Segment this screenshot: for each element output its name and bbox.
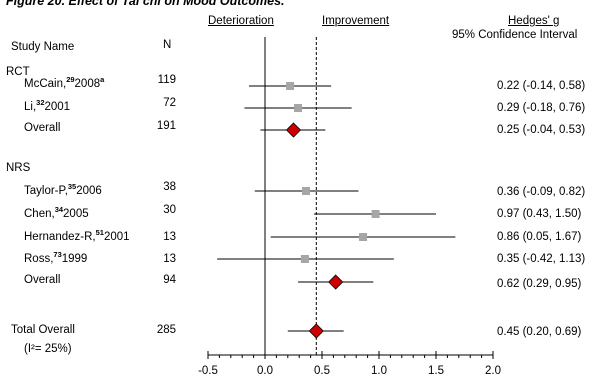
study-point-marker — [300, 255, 309, 263]
study-suffix: a — [100, 75, 105, 84]
header-improvement: Improvement — [322, 15, 390, 27]
total-overall-ci-text: 0.45 (0.20, 0.69) — [497, 326, 582, 338]
study-name: Ross, — [24, 253, 54, 265]
study-n: 119 — [157, 74, 176, 86]
x-tick-label: 0.0 — [257, 365, 273, 377]
study-n: 13 — [163, 253, 176, 265]
heterogeneity-label: (I²= 25%) — [24, 343, 72, 355]
subgroup-overall-n: 191 — [156, 120, 176, 132]
study-ci-text: 0.29 (-0.18, 0.76) — [497, 102, 586, 114]
x-tick-label: 0.5 — [314, 365, 330, 377]
reference-number: 51 — [95, 228, 104, 237]
header-n: N — [163, 39, 172, 51]
study-point-marker — [302, 187, 311, 195]
summary-diamond-marker — [308, 323, 324, 339]
study-n: 38 — [163, 181, 176, 193]
summary-diamond-marker — [285, 122, 302, 138]
study-row-label: Taylor-P,352006 — [24, 182, 102, 198]
study-ci-text: 0.36 (-0.09, 0.82) — [497, 186, 586, 198]
group-label-nrs: NRS — [6, 162, 31, 174]
subgroup-overall-label: Overall — [24, 122, 61, 134]
study-point-marker — [359, 233, 368, 241]
header-ci-label: 95% Confidence Interval — [452, 29, 578, 41]
study-year: 2005 — [63, 208, 89, 220]
study-year: 2006 — [76, 185, 102, 197]
header-study-name: Study Name — [11, 41, 75, 53]
subgroup-overall-ci-text: 0.25 (-0.04, 0.53) — [497, 124, 586, 136]
study-row-label: Hernandez-R,512001 — [24, 228, 130, 244]
study-ci-text: 0.35 (-0.42, 1.13) — [497, 253, 586, 265]
study-row-label: Chen,342005 — [24, 205, 89, 221]
group-label-rct: RCT — [6, 66, 30, 78]
figure-title: Figure 20. Effect of Tai chi on Mood Out… — [6, 0, 285, 8]
study-row-label: McCain,292008a — [24, 75, 105, 91]
reference-number: 35 — [67, 182, 77, 191]
subgroup-overall-ci-text: 0.62 (0.29, 0.95) — [497, 278, 582, 290]
study-year: 2001 — [103, 231, 130, 243]
study-row-label: Ross,731999 — [24, 250, 88, 266]
study-name: Li, — [24, 101, 37, 113]
header-deterioration: Deterioration — [208, 15, 274, 27]
reference-number: 73 — [53, 250, 62, 259]
study-year: 1999 — [61, 253, 88, 265]
subgroup-overall-label: Overall — [24, 274, 61, 286]
study-n: 30 — [163, 204, 176, 216]
total-overall-n: 285 — [156, 324, 176, 336]
study-name: Taylor-P, — [24, 185, 68, 197]
subgroup-overall-n: 94 — [163, 274, 176, 286]
reference-number: 32 — [36, 98, 45, 107]
study-ci-text: 0.86 (0.05, 1.67) — [497, 231, 582, 243]
total-overall-label: Total Overall — [11, 324, 75, 336]
x-tick-label: 2.0 — [485, 365, 501, 377]
reference-number: 34 — [54, 205, 64, 214]
study-point-marker — [294, 104, 303, 112]
study-n: 72 — [163, 97, 176, 109]
study-point-marker — [371, 210, 380, 218]
study-point-marker — [286, 82, 295, 90]
study-ci-text: 0.22 (-0.14, 0.58) — [497, 80, 586, 92]
study-ci-text: 0.97 (0.43, 1.50) — [497, 208, 582, 220]
study-year: 2008 — [74, 78, 101, 90]
study-name: Chen, — [24, 208, 55, 220]
x-tick-label: 1.0 — [371, 365, 387, 377]
study-name: Hernandez-R, — [24, 231, 96, 243]
study-n: 13 — [163, 231, 176, 243]
reference-number: 29 — [66, 75, 75, 84]
x-tick-label: 1.5 — [428, 365, 444, 377]
study-row-label: Li,322001 — [24, 98, 71, 114]
study-year: 2001 — [44, 101, 71, 113]
header-effect-label: Hedges' g — [508, 15, 560, 27]
x-tick-label: -0.5 — [198, 365, 218, 377]
study-name: McCain, — [24, 78, 67, 90]
summary-diamond-marker — [328, 274, 344, 290]
